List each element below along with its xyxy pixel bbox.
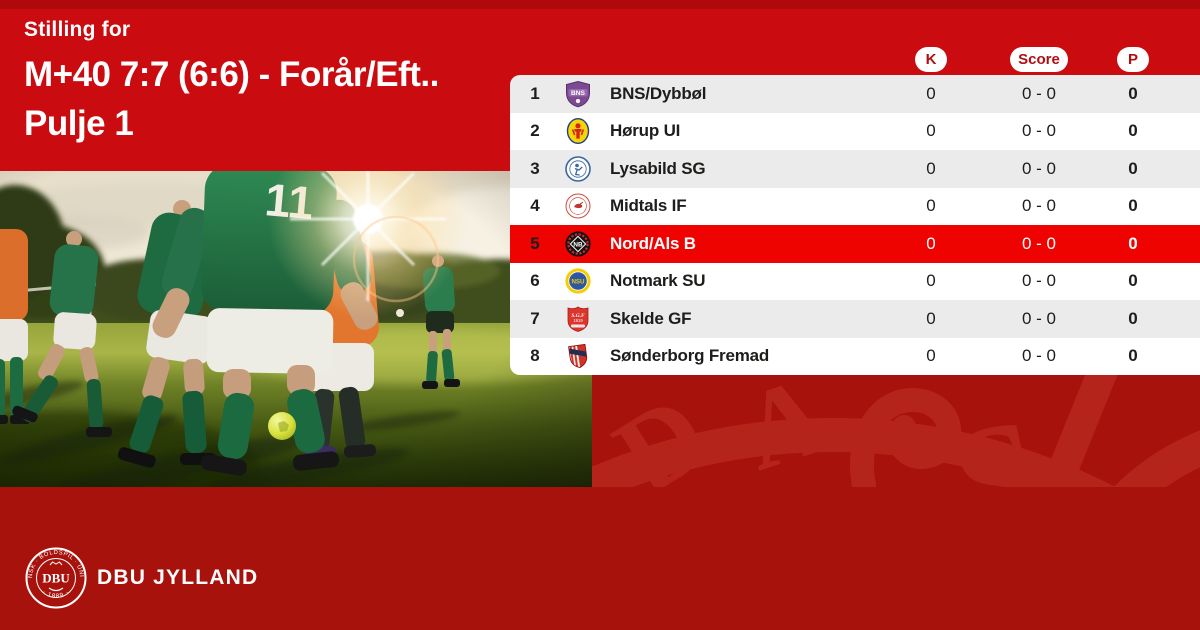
goal-score: 0 - 0	[1021, 346, 1057, 366]
club-logo-midtals-if-icon	[564, 192, 592, 220]
position: 1	[530, 83, 540, 103]
watermark-letter: A	[728, 375, 843, 487]
watermark-letter: S	[940, 387, 1056, 487]
match-photo-illustration: 11	[0, 171, 592, 487]
standings-table: 1 BNS BNS/Dybbøl 0 0 - 0 0 2	[510, 75, 1200, 375]
club-logo-bns-dybboel-icon: BNS	[564, 80, 592, 108]
goal-score: 0 - 0	[1021, 83, 1057, 103]
crest-text-bottom: · 1889 ·	[41, 589, 70, 600]
matches-played: 0	[926, 233, 936, 253]
title-eyebrow: Stilling for	[24, 18, 131, 41]
goal-score: 0 - 0	[1021, 196, 1057, 216]
matches-played: 0	[926, 308, 936, 328]
points: 0	[1128, 308, 1138, 328]
column-label-points: P	[1127, 51, 1138, 68]
position: 2	[530, 121, 540, 141]
table-row: 8 Sønderborg Fr	[510, 337, 1200, 375]
matches-played: 0	[926, 158, 936, 178]
svg-text:· 1889 ·: · 1889 ·	[41, 589, 71, 600]
club-logo-soenderborg-fremad-icon	[564, 342, 592, 370]
position: 3	[530, 158, 540, 178]
goal-score: 0 - 0	[1021, 308, 1057, 328]
table-row: 7 S.G.F 1919 Skelde GF 0 0 - 0 0	[510, 300, 1200, 338]
page-title: M+40 7:7 (6:6) - Forår/Eft..	[24, 55, 439, 94]
matches-played: 0	[926, 271, 936, 291]
svg-text:1919: 1919	[573, 318, 583, 323]
matches-played: 0	[926, 83, 936, 103]
table-row: 6 NSU Notmark SU 0 0 - 0 0	[510, 262, 1200, 300]
top-edge-shade	[0, 0, 1200, 9]
points: 0	[1128, 271, 1138, 291]
position: 8	[530, 346, 540, 366]
club-name: Notmark SU	[610, 271, 706, 291]
column-label-score: Score	[1018, 51, 1060, 68]
goal-score: 0 - 0	[1021, 121, 1057, 141]
points: 0	[1128, 346, 1138, 366]
svg-text:NB: NB	[573, 241, 583, 248]
title-block: Stilling for M+40 7:7 (6:6) - Forår/Eft.…	[24, 18, 439, 144]
club-name: BNS/Dybbøl	[610, 83, 707, 103]
svg-text:NSU: NSU	[571, 279, 585, 286]
goal-score: 0 - 0	[1021, 271, 1057, 291]
club-name: Midtals IF	[610, 196, 687, 216]
matches-played: 0	[926, 196, 936, 216]
column-pill-score: Score	[1010, 47, 1068, 72]
brand-name: DBU JYLLAND	[97, 566, 259, 589]
svg-text:BNS: BNS	[571, 90, 586, 97]
goal-score: 0 - 0	[1021, 233, 1057, 253]
position: 7	[530, 308, 540, 328]
dbu-crest-watermark: D A S	[592, 375, 1200, 487]
club-name: Sønderborg Fremad	[610, 346, 770, 366]
points: 0	[1128, 83, 1138, 103]
table-row-highlighted: 5 NB Nord/Als B 0 0 - 0 0	[510, 225, 1200, 263]
position: 4	[530, 196, 540, 216]
crest-text-center: DBU	[42, 571, 70, 586]
position: 5	[530, 233, 540, 253]
column-pill-points: P	[1117, 47, 1149, 72]
club-logo-hoerup-ui-icon	[564, 117, 592, 145]
table-row: 2 Hørup UI 0 0 - 0 0	[510, 112, 1200, 150]
table-row: 1 BNS BNS/Dybbøl 0 0 - 0 0	[510, 75, 1200, 113]
club-logo-skelde-gf-icon: S.G.F 1919	[564, 305, 592, 333]
points: 0	[1128, 158, 1138, 178]
club-name: Nord/Als B	[610, 233, 696, 253]
table-row: 4 Midtals IF 0 0 - 0 0	[510, 187, 1200, 225]
club-logo-nord-als-b-icon: NB	[564, 230, 592, 258]
position: 6	[530, 271, 540, 291]
dbu-crest-icon: DANSK · BOLDSPIL · UNION · 1889 · DBU	[21, 542, 88, 610]
matches-played: 0	[926, 346, 936, 366]
table-row: 3 Lysabild SG 0 0 - 0 0	[510, 150, 1200, 188]
club-logo-notmark-su-icon: NSU	[564, 267, 592, 295]
points: 0	[1128, 196, 1138, 216]
pool-subtitle: Pulje 1	[24, 104, 134, 143]
column-label-played: K	[925, 51, 937, 68]
club-logo-lysabild-sg-icon	[564, 155, 592, 183]
matches-played: 0	[926, 121, 936, 141]
club-name: Hørup UI	[610, 121, 681, 141]
points: 0	[1128, 121, 1138, 141]
club-name: Lysabild SG	[610, 158, 706, 178]
column-pill-played: K	[915, 47, 947, 72]
svg-text:S.G.F: S.G.F	[571, 313, 585, 319]
goal-score: 0 - 0	[1021, 158, 1057, 178]
points: 0	[1128, 233, 1138, 253]
club-name: Skelde GF	[610, 308, 692, 328]
